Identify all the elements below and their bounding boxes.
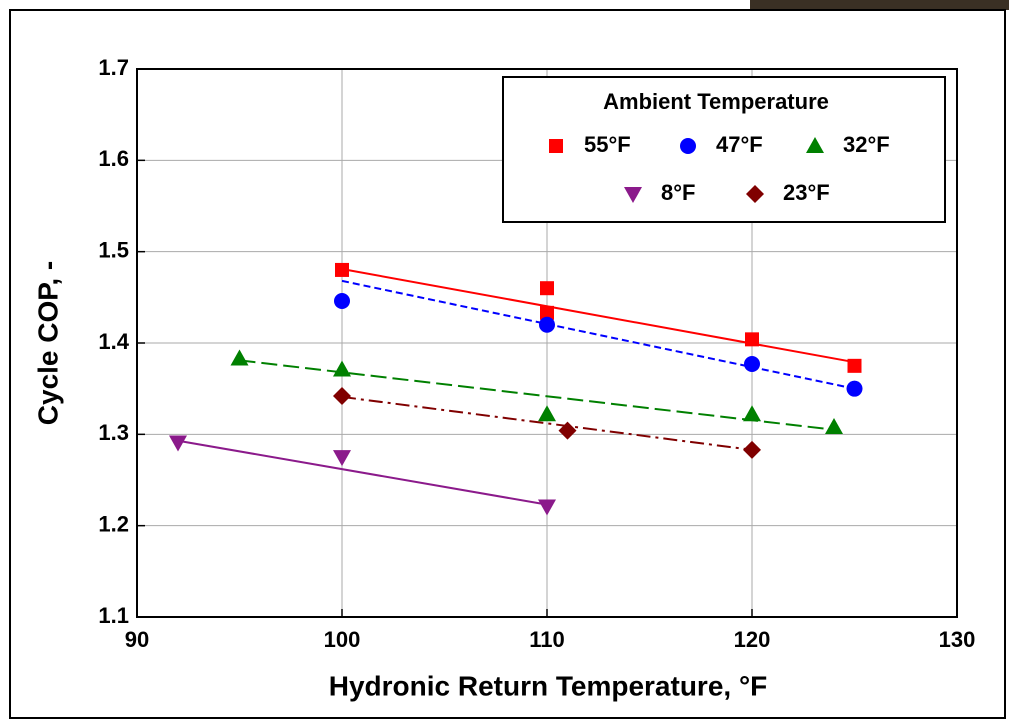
- data-point: [333, 360, 351, 377]
- x-tick-label: 130: [939, 627, 976, 652]
- data-point: [539, 316, 555, 333]
- data-point: [558, 421, 577, 440]
- legend-label: 32°F: [843, 132, 890, 157]
- legend-marker: [746, 185, 764, 203]
- data-point: [846, 380, 863, 397]
- data-point: [334, 292, 350, 309]
- y-tick-label: 1.4: [98, 329, 129, 354]
- legend-marker: [806, 137, 824, 153]
- data-point: [169, 435, 187, 452]
- legend-label: 8°F: [661, 180, 695, 205]
- legend-label: 23°F: [783, 180, 830, 205]
- data-point: [230, 349, 249, 366]
- data-point: [538, 499, 556, 516]
- legend-title: Ambient Temperature: [603, 89, 829, 114]
- x-tick-label: 120: [734, 627, 771, 652]
- data-point: [847, 358, 862, 373]
- data-point: [745, 332, 759, 347]
- x-tick-label: 100: [324, 627, 361, 652]
- background-photo-strip: [750, 0, 1009, 10]
- data-point: [335, 262, 349, 277]
- legend-box: [502, 76, 946, 223]
- trend-line: [341, 395, 753, 451]
- data-point: [333, 386, 351, 405]
- data-point: [538, 405, 556, 422]
- y-axis-title: Cycle COP, -: [32, 261, 63, 425]
- y-tick-label: 1.6: [98, 146, 129, 171]
- data-point: [825, 418, 843, 435]
- y-tick-label: 1.1: [98, 603, 129, 628]
- legend-label: 55°F: [584, 132, 631, 157]
- y-tick-label: 1.7: [98, 55, 129, 80]
- data-point: [743, 440, 761, 459]
- trend-line: [341, 268, 855, 364]
- data-point: [540, 305, 554, 320]
- legend-marker: [549, 139, 563, 153]
- data-point: [744, 356, 760, 373]
- x-tick-label: 90: [125, 627, 149, 652]
- x-tick-label: 110: [529, 627, 565, 652]
- plot-area: [136, 68, 958, 618]
- data-point: [743, 405, 761, 422]
- legend-marker: [624, 187, 642, 203]
- legend-label: 47°F: [716, 132, 763, 157]
- x-axis-title: Hydronic Return Temperature, °F: [329, 670, 768, 701]
- data-point: [333, 450, 351, 467]
- y-tick-label: 1.2: [98, 511, 129, 536]
- trend-line: [177, 439, 548, 506]
- legend-marker: [680, 138, 696, 154]
- y-tick-label: 1.3: [98, 420, 129, 445]
- y-tick-label: 1.5: [98, 237, 129, 262]
- data-point: [540, 281, 554, 296]
